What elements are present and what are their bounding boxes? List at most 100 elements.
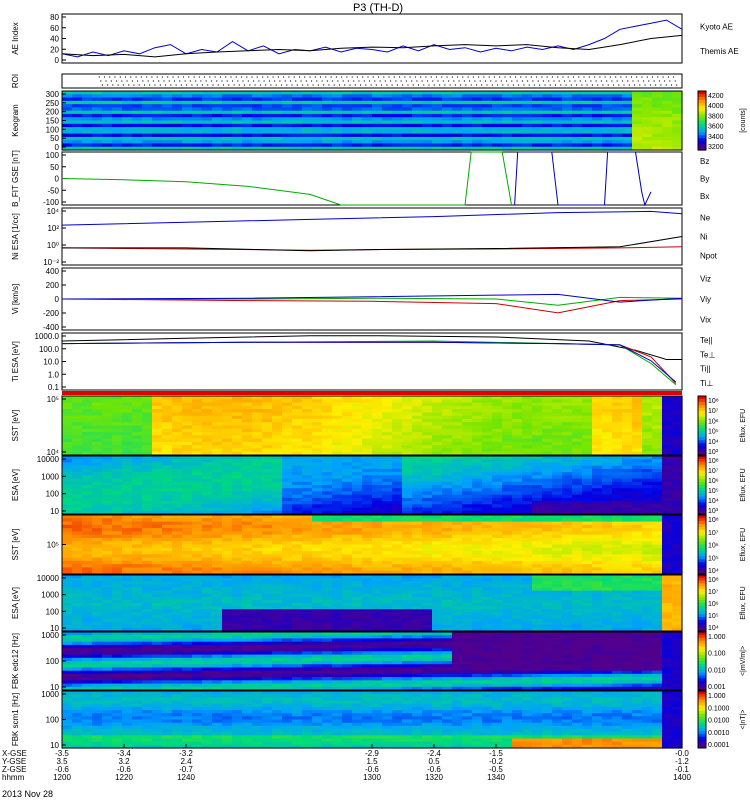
heatmap-cell xyxy=(602,537,613,542)
heatmap-cell xyxy=(222,485,233,489)
heatmap-cell xyxy=(582,117,593,122)
heatmap-cell xyxy=(72,100,83,105)
heatmap-cell xyxy=(342,468,353,473)
heatmap-cell xyxy=(372,402,383,407)
heatmap-cell xyxy=(252,541,263,546)
heatmap-cell xyxy=(442,140,453,145)
heatmap-cell xyxy=(522,117,533,122)
heatmap-cell xyxy=(662,113,673,118)
heatmap-cell xyxy=(672,560,683,565)
heatmap-cell xyxy=(392,110,403,115)
heatmap-cell xyxy=(532,451,543,456)
heatmap-cell xyxy=(212,524,223,529)
heatmap-cell xyxy=(362,422,373,427)
heatmap-cell xyxy=(422,451,433,456)
heatmap-cell xyxy=(82,415,93,420)
heatmap-cell xyxy=(252,91,263,95)
heatmap-cell xyxy=(202,143,213,148)
heatmap-cell xyxy=(272,133,283,138)
heatmap-cell xyxy=(442,459,453,463)
heatmap-cell xyxy=(562,485,573,489)
heatmap-cell xyxy=(322,127,333,131)
heatmap-cell xyxy=(592,120,603,125)
heatmap-cell xyxy=(122,456,133,460)
heatmap-cell xyxy=(322,104,333,108)
heatmap-cell xyxy=(182,402,193,407)
heatmap-cell xyxy=(312,438,323,443)
heatmap-cell xyxy=(202,117,213,122)
y-axis-label: Keogram xyxy=(11,104,20,137)
heatmap-cell xyxy=(272,399,283,404)
heatmap-cell xyxy=(572,94,583,99)
heatmap-cell xyxy=(132,409,143,413)
heatmap-cell xyxy=(422,425,433,430)
heatmap-cell xyxy=(542,537,553,542)
heatmap-cell xyxy=(642,537,653,542)
heatmap-cell xyxy=(662,451,673,456)
heatmap-cell xyxy=(102,531,113,536)
heatmap-cell xyxy=(452,494,463,499)
heatmap-cell xyxy=(92,488,103,492)
heatmap-cell xyxy=(642,113,653,118)
heatmap-cell xyxy=(162,396,173,400)
heatmap-cell xyxy=(602,462,613,467)
heatmap-cell xyxy=(72,91,83,95)
heatmap-cell xyxy=(462,557,473,562)
heatmap-cell xyxy=(492,127,503,131)
heatmap-cell xyxy=(222,524,233,529)
heatmap-cell xyxy=(572,120,583,125)
heatmap-cell xyxy=(152,107,163,112)
heatmap-cell xyxy=(532,560,543,565)
heatmap-cell xyxy=(72,557,83,562)
heatmap-cell xyxy=(72,531,83,536)
heatmap-cell xyxy=(642,402,653,407)
heatmap-cell xyxy=(652,521,663,526)
heatmap-cell xyxy=(292,518,303,523)
heatmap-cell xyxy=(272,468,283,473)
heatmap-cell xyxy=(172,497,183,502)
heatmap-cell xyxy=(652,409,663,413)
heatmap-cell xyxy=(672,107,683,112)
heatmap-cell xyxy=(132,560,143,565)
heatmap-cell xyxy=(252,143,263,148)
heatmap-cell xyxy=(132,415,143,420)
heatmap-cell xyxy=(92,627,103,632)
heatmap-cell xyxy=(612,396,623,400)
heatmap-cell xyxy=(162,117,173,122)
heatmap-cell xyxy=(242,441,253,446)
heatmap-cell xyxy=(82,459,93,463)
y-tick-label: 10⁰ xyxy=(47,241,59,250)
heatmap-cell xyxy=(352,409,363,413)
heatmap-cell xyxy=(332,472,343,476)
heatmap-cell xyxy=(182,534,193,539)
heatmap-cell xyxy=(232,534,243,539)
heatmap-cell xyxy=(512,110,523,115)
heatmap-cell xyxy=(572,518,583,523)
heatmap-cell xyxy=(322,531,333,536)
heatmap-cell xyxy=(462,438,473,443)
heatmap-cell xyxy=(172,518,183,523)
heatmap-cell xyxy=(262,412,273,417)
heatmap-cell xyxy=(302,133,313,138)
heatmap-cell xyxy=(122,425,133,430)
heatmap-cell xyxy=(282,441,293,446)
heatmap-cell xyxy=(72,456,83,460)
heatmap-cell xyxy=(222,130,233,135)
heatmap-cell xyxy=(172,581,183,585)
heatmap-cell xyxy=(122,531,133,536)
y-axis-label: ROI xyxy=(11,74,20,88)
heatmap-cell xyxy=(632,478,643,483)
heatmap-cell xyxy=(142,612,153,616)
heatmap-cell xyxy=(132,136,143,141)
heatmap-cell xyxy=(592,521,603,526)
heatmap-cell xyxy=(422,478,433,483)
heatmap-cell xyxy=(252,94,263,99)
heatmap-cell xyxy=(332,94,343,99)
heatmap-cell xyxy=(532,521,543,526)
heatmap-cell xyxy=(662,432,673,436)
heatmap-cell xyxy=(72,491,83,496)
heatmap-cell xyxy=(272,432,283,436)
heatmap-cell xyxy=(82,402,93,407)
heatmap-cell xyxy=(502,494,513,499)
